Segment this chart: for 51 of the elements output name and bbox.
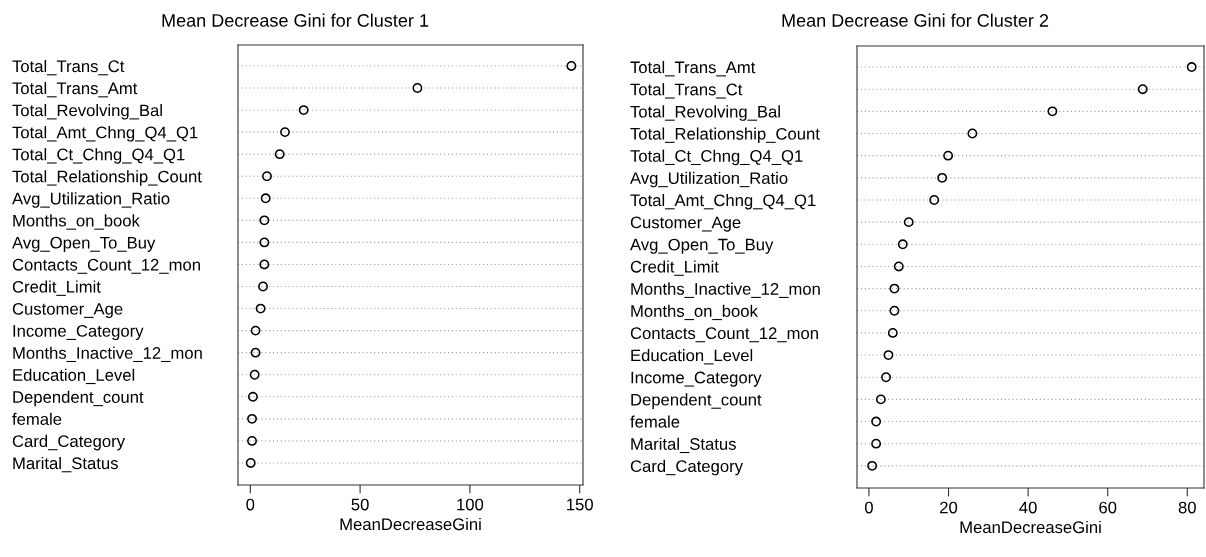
- chart-title: Mean Decrease Gini for Cluster 2: [782, 13, 1049, 27]
- x-tick-label: 0: [864, 501, 873, 514]
- x-tick-label: 100: [457, 498, 484, 511]
- y-tick-label: Customer_Age: [12, 302, 123, 319]
- y-tick-label: Months_Inactive_12_mon: [631, 282, 820, 298]
- y-tick-label: Marital_Status: [13, 456, 118, 473]
- y-tick-label: female: [12, 412, 62, 426]
- x-axis-title: MeanDecreaseGini: [340, 517, 481, 531]
- y-tick-label: female: [630, 415, 680, 428]
- y-tick-label: Total_Ct_Chng_Q4_Q1: [12, 148, 185, 164]
- x-tick-label: 150: [567, 498, 593, 511]
- y-tick-label: Card_Category: [630, 459, 743, 476]
- y-tick-label: Avg_Open_To_Buy: [12, 236, 156, 252]
- y-tick-label: Education_Level: [13, 368, 135, 385]
- y-tick-label: Credit_Limit: [630, 260, 719, 276]
- y-tick-label: Customer_Age: [630, 216, 741, 232]
- y-tick-label: Income_Category: [631, 371, 762, 387]
- y-tick-label: Total_Amt_Chng_Q4_Q1: [12, 126, 198, 142]
- y-tick-label: Total_Trans_Ct: [630, 83, 743, 99]
- x-tick-label: 20: [940, 501, 958, 514]
- y-tick-label: Total_Trans_Ct: [12, 59, 125, 76]
- y-tick-label: Avg_Open_To_Buy: [630, 238, 774, 254]
- y-tick-label: Total_Revolving_Bal: [12, 104, 162, 120]
- y-tick-label: Months_on_book: [631, 304, 758, 321]
- y-tick-label: Contacts_Count_12_mon: [630, 327, 818, 343]
- y-tick-label: Total_Ct_Chng_Q4_Q1: [630, 149, 803, 166]
- y-tick-label: Total_Relationship_Count: [630, 127, 820, 144]
- x-tick-label: 50: [351, 498, 369, 511]
- x-tick-label: 0: [246, 498, 255, 511]
- x-tick-label: 40: [1019, 501, 1037, 514]
- y-tick-label: Dependent_count: [631, 393, 762, 409]
- chart-title: Mean Decrease Gini for Cluster 1: [162, 13, 429, 27]
- y-tick-label: Marital_Status: [631, 437, 736, 454]
- y-tick-label: Education_Level: [631, 349, 753, 365]
- y-tick-label: Months_on_book: [13, 214, 140, 230]
- y-tick-label: Total_Relationship_Count: [12, 170, 202, 186]
- x-tick-label: 80: [1178, 501, 1196, 514]
- y-tick-label: Income_Category: [13, 325, 144, 341]
- y-tick-label: Dependent_count: [13, 390, 144, 407]
- y-tick-label: Avg_Utilization_Ratio: [12, 192, 170, 208]
- x-tick-label: 60: [1099, 501, 1117, 514]
- y-tick-label: Contacts_Count_12_mon: [12, 258, 200, 274]
- y-tick-label: Months_Inactive_12_mon: [13, 346, 202, 363]
- y-tick-label: Total_Amt_Chng_Q4_Q1: [630, 193, 816, 210]
- y-tick-label: Total_Trans_Amt: [12, 81, 138, 98]
- y-tick-label: Total_Trans_Amt: [630, 61, 756, 77]
- x-axis-title: MeanDecreaseGini: [960, 520, 1101, 534]
- y-tick-label: Avg_Utilization_Ratio: [630, 171, 788, 188]
- y-tick-label: Credit_Limit: [12, 280, 101, 296]
- y-tick-label: Card_Category: [12, 434, 125, 451]
- y-tick-label: Total_Revolving_Bal: [630, 105, 780, 121]
